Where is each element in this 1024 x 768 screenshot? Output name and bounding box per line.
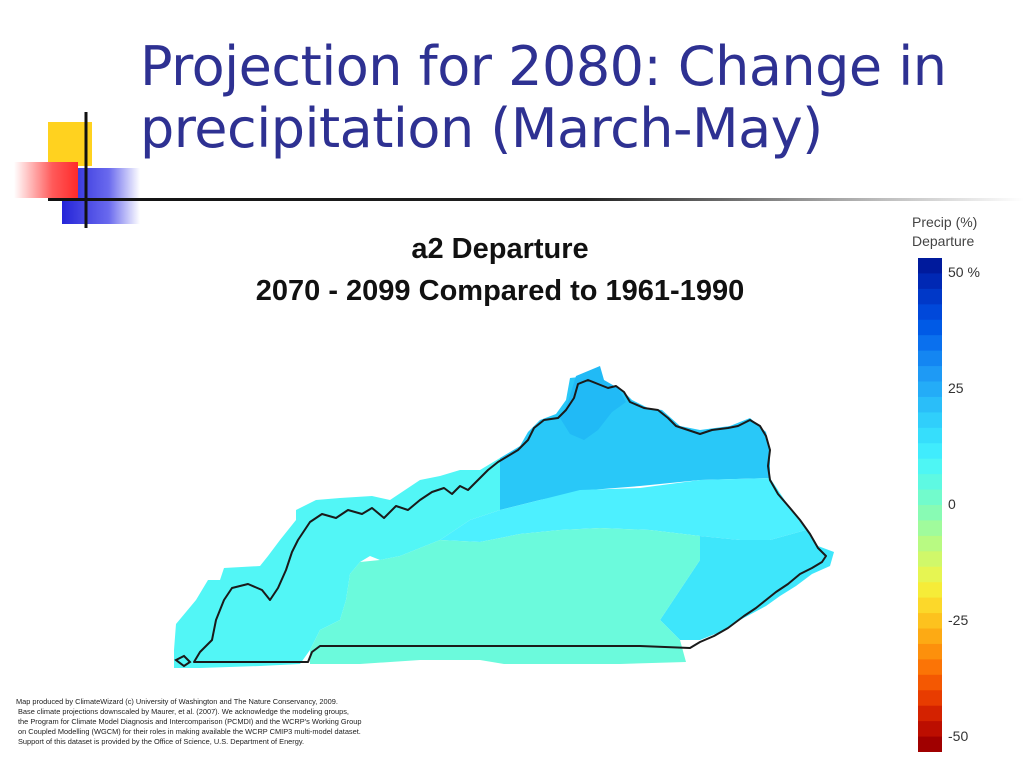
credit-line: on Coupled Modelling (WGCM) for their ro… [18, 727, 361, 736]
zone-south [310, 528, 700, 664]
legend-tick-label: 50 % [948, 264, 980, 280]
zone-northern-kentucky [560, 366, 626, 440]
map-title: a2 Departure 2070 - 2099 Compared to 196… [180, 228, 820, 312]
legend-title: Precip (%) Departure [912, 213, 1022, 251]
legend-tick-label: -25 [948, 612, 969, 628]
departure-zones [174, 366, 834, 668]
legend-swatch [918, 288, 942, 305]
credit-line: Support of this dataset is provided by t… [18, 737, 305, 746]
legend-swatch [918, 489, 942, 506]
legend-swatch [918, 427, 942, 444]
corner-decoration [14, 112, 140, 228]
state-outline [193, 379, 827, 663]
legend-swatch [918, 335, 942, 352]
legend-swatch [918, 381, 942, 398]
legend-title-line-2: Departure [912, 233, 975, 249]
legend-swatch [918, 659, 942, 676]
credit-line: Map produced by ClimateWizard (c) Univer… [16, 697, 338, 706]
legend-swatch [918, 396, 942, 413]
legend-swatch [918, 643, 942, 660]
western-tip-outline [174, 654, 192, 668]
slide-title-line-1: Projection for 2080: Change in [140, 35, 947, 98]
precipitation-departure-map [174, 366, 834, 668]
slide-title: Projection for 2080: Change in precipita… [140, 36, 1010, 160]
legend-swatch [918, 520, 942, 537]
legend-swatch [918, 566, 942, 583]
zone-west [174, 458, 500, 668]
legend-swatch [918, 443, 942, 460]
legend-swatch [918, 319, 942, 336]
legend-swatch [918, 674, 942, 691]
legend-swatch [918, 304, 942, 321]
legend-swatch [918, 273, 942, 290]
zone-east [660, 530, 834, 640]
slide-title-line-2: precipitation (March-May) [140, 97, 823, 160]
zone-central [440, 478, 806, 542]
red-square [14, 162, 78, 198]
map-credit: Map produced by ClimateWizard (c) Univer… [16, 697, 436, 747]
legend-swatch [918, 690, 942, 707]
legend-tick-label: -50 [948, 728, 969, 744]
legend-swatch [918, 736, 942, 752]
legend-swatch [918, 613, 942, 630]
legend-tick-label: 25 [948, 380, 964, 396]
legend-swatch [918, 412, 942, 429]
legend-swatch [918, 597, 942, 614]
legend-swatch [918, 721, 942, 738]
map-title-line-1: a2 Departure [411, 233, 589, 265]
legend-swatch [918, 474, 942, 491]
legend-swatch [918, 258, 942, 275]
credit-line: the Program for Climate Model Diagnosis … [18, 717, 362, 726]
legend-swatch [918, 551, 942, 568]
credit-line: Base climate projections downscaled by M… [18, 707, 349, 716]
legend-tick-label: 0 [948, 496, 956, 512]
legend-swatch [918, 350, 942, 367]
legend-swatch [918, 505, 942, 522]
map-title-line-2: 2070 - 2099 Compared to 1961-1990 [255, 275, 745, 307]
legend-color-bar [918, 258, 942, 752]
legend-title-line-1: Precip (%) [912, 214, 978, 230]
title-underline [48, 198, 1024, 201]
legend-swatch [918, 705, 942, 722]
legend-swatch [918, 458, 942, 475]
legend-swatch [918, 628, 942, 645]
legend-swatch [918, 535, 942, 552]
legend-swatch [918, 366, 942, 383]
legend-swatch [918, 582, 942, 599]
